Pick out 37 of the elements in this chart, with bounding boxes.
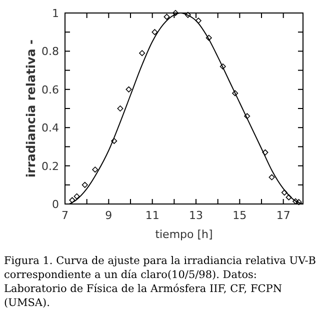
- point: [152, 29, 158, 36]
- y-tick-label: 1: [52, 7, 59, 20]
- point: [126, 86, 132, 92]
- y-tick-label: 0: [52, 198, 59, 211]
- x-tick-label: 11: [145, 209, 160, 222]
- y-tick-label: 0.8: [42, 45, 59, 58]
- y-tick-label: 0.6: [42, 83, 59, 96]
- point: [244, 113, 250, 120]
- point: [111, 138, 118, 144]
- point: [74, 193, 80, 200]
- point: [139, 50, 146, 56]
- x-tick-label: 15: [232, 209, 247, 222]
- x-tick-label: 7: [62, 209, 68, 222]
- point: [262, 149, 268, 156]
- point: [117, 106, 124, 112]
- point: [296, 199, 302, 206]
- x-tick-label: 17: [276, 209, 290, 222]
- point: [232, 90, 238, 96]
- point: [184, 12, 191, 18]
- point: [92, 166, 98, 173]
- point: [268, 174, 275, 180]
- point: [82, 182, 88, 188]
- point: [164, 14, 170, 20]
- y-tick-label: 0.2: [42, 160, 59, 173]
- point: [281, 190, 288, 196]
- point: [69, 197, 76, 204]
- x-tick-label: 9: [105, 209, 112, 222]
- point: [220, 63, 226, 70]
- point: [206, 34, 212, 41]
- x-tick-label: 13: [189, 209, 204, 222]
- y-axis-title: irradiancia relativa -: [24, 39, 38, 178]
- y-tick-label: 0.4: [42, 122, 59, 135]
- text: Figura 1. Curva de ajuste para la irradiancia relativa UV-B correspondiente a un día claro(10/5/98). Datos: Laboratorio de Física de la Armósfera IIF, CF, FCPN (UMSA).: [4, 255, 316, 309]
- point: [172, 10, 178, 16]
- point: [195, 18, 202, 24]
- point: [286, 194, 292, 200]
- x-axis-title: tiempo [h]: [155, 228, 213, 241]
